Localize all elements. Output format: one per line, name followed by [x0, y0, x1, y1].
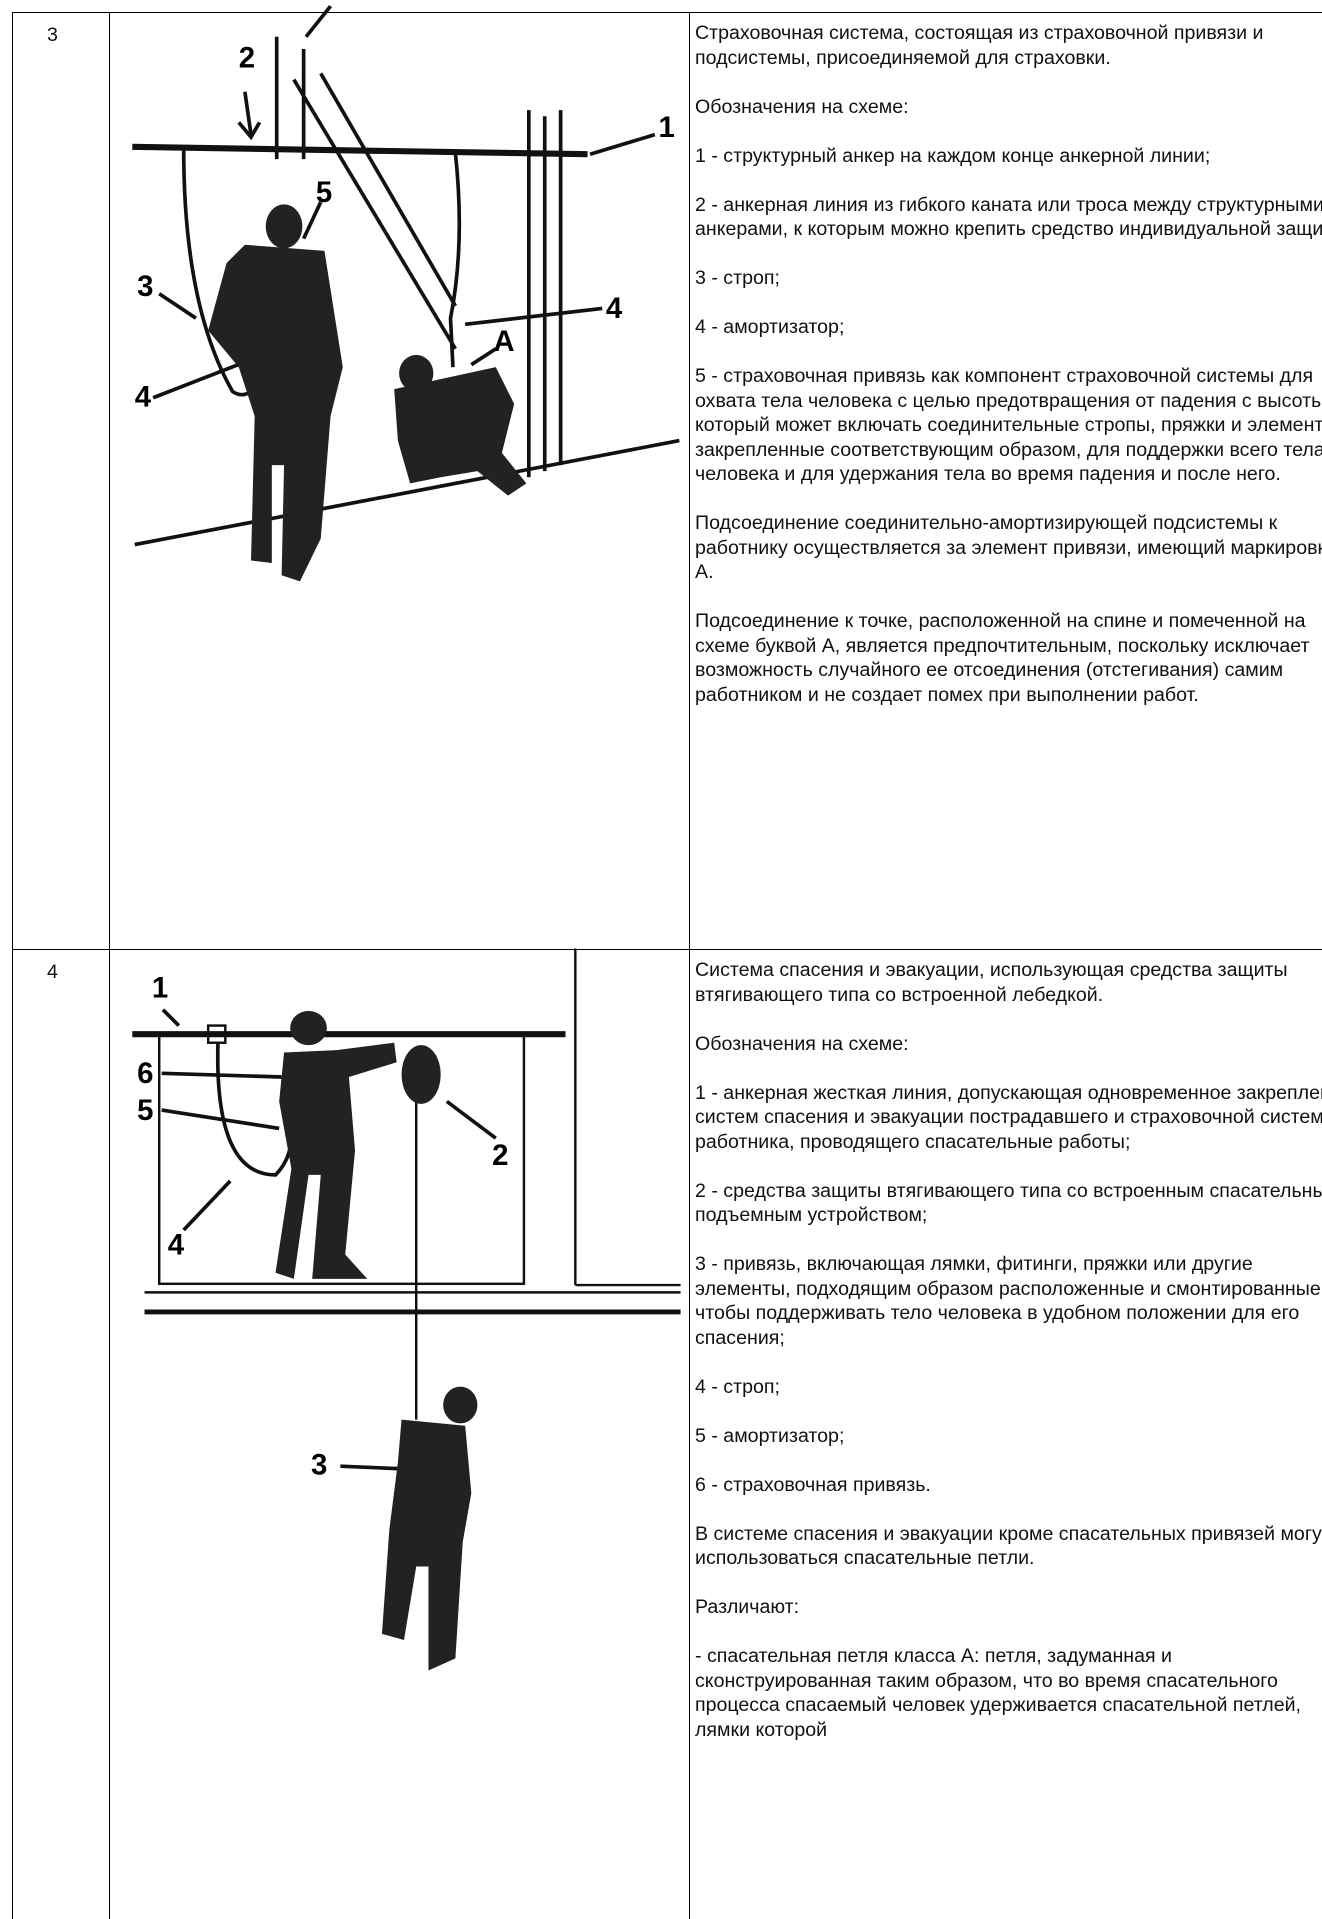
row: 4 Система спасения и эвакуации, использую… [12, 949, 1322, 1919]
figure-label: A [493, 325, 514, 358]
figure-2-people [275, 1010, 478, 1671]
paragraph: 1 - анкерная жесткая линия, допускающая … [695, 1081, 1322, 1153]
paragraph: 2 - анкерная линия из гибкого каната или… [695, 193, 1322, 241]
figure-label: 2 [492, 1139, 508, 1172]
paragraph: 3 - строп; [695, 267, 780, 289]
figure-label: 5 [137, 1094, 153, 1127]
figure-label: 5 [316, 176, 332, 209]
paragraph: 6 - страховочная привязь. [695, 1473, 931, 1496]
figure-label: 3 [311, 1449, 327, 1482]
figure-label: 2 [239, 41, 255, 74]
row-number: 3 [12, 12, 110, 950]
row: 3 Страховочная система, состоящая из стра… [12, 12, 1322, 950]
figure-labels: 2 1 5 3 4 A 4 1 6 5 2 4 3 [135, 41, 675, 1481]
figure-label: 1 [659, 111, 675, 144]
figure-label: 6 [137, 1057, 153, 1090]
paragraph: 2 - средства защиты втягивающего типа со… [695, 1179, 1322, 1227]
paragraph: Подсоединение к точке, расположенной на … [695, 610, 1310, 706]
paragraph: 5 - страховочная привязь как компонент с… [695, 365, 1322, 485]
paragraph: - спасательная петля класса А: петля, за… [695, 1645, 1301, 1741]
paragraph: Обозначения на схеме: [695, 1032, 909, 1055]
figure-label: 1 [152, 971, 168, 1004]
paragraph: Обозначения на схеме: [695, 95, 909, 118]
paragraph: 1 - структурный анкер на каждом конце ан… [695, 144, 1211, 167]
figure-label: 4 [606, 292, 623, 325]
figure-1-people [208, 204, 527, 582]
paragraph: 5 - амортизатор; [695, 1424, 845, 1447]
figure-label: 4 [135, 380, 152, 413]
figure-cell [109, 949, 690, 1919]
figure-1 [132, 4, 680, 547]
paragraph: Страховочная система, состоящая из страх… [695, 22, 1264, 69]
figure-label: 3 [137, 270, 153, 303]
figure-label: 4 [168, 1228, 185, 1261]
paragraph: 4 - амортизатор; [695, 316, 845, 338]
paragraph: Подсоединение соединительно-амортизирующ… [695, 512, 1322, 583]
paragraph: 3 - привязь, включающая лямки, фитинги, … [695, 1253, 1322, 1349]
table: 3 Страховочная система, состоящая из стра… [12, 12, 1322, 1919]
figure-2 [132, 948, 681, 1471]
text-cell: Система спасения и эвакуации, использующ… [689, 949, 1322, 1919]
paragraph: В системе спасения и эвакуации кроме спа… [695, 1522, 1322, 1570]
paragraph: 4 - строп; [695, 1375, 780, 1398]
paragraph: Различают: [695, 1596, 800, 1618]
paragraph: Система спасения и эвакуации, использующ… [695, 959, 1288, 1006]
text-cell: Страховочная система, состоящая из страх… [689, 12, 1322, 950]
